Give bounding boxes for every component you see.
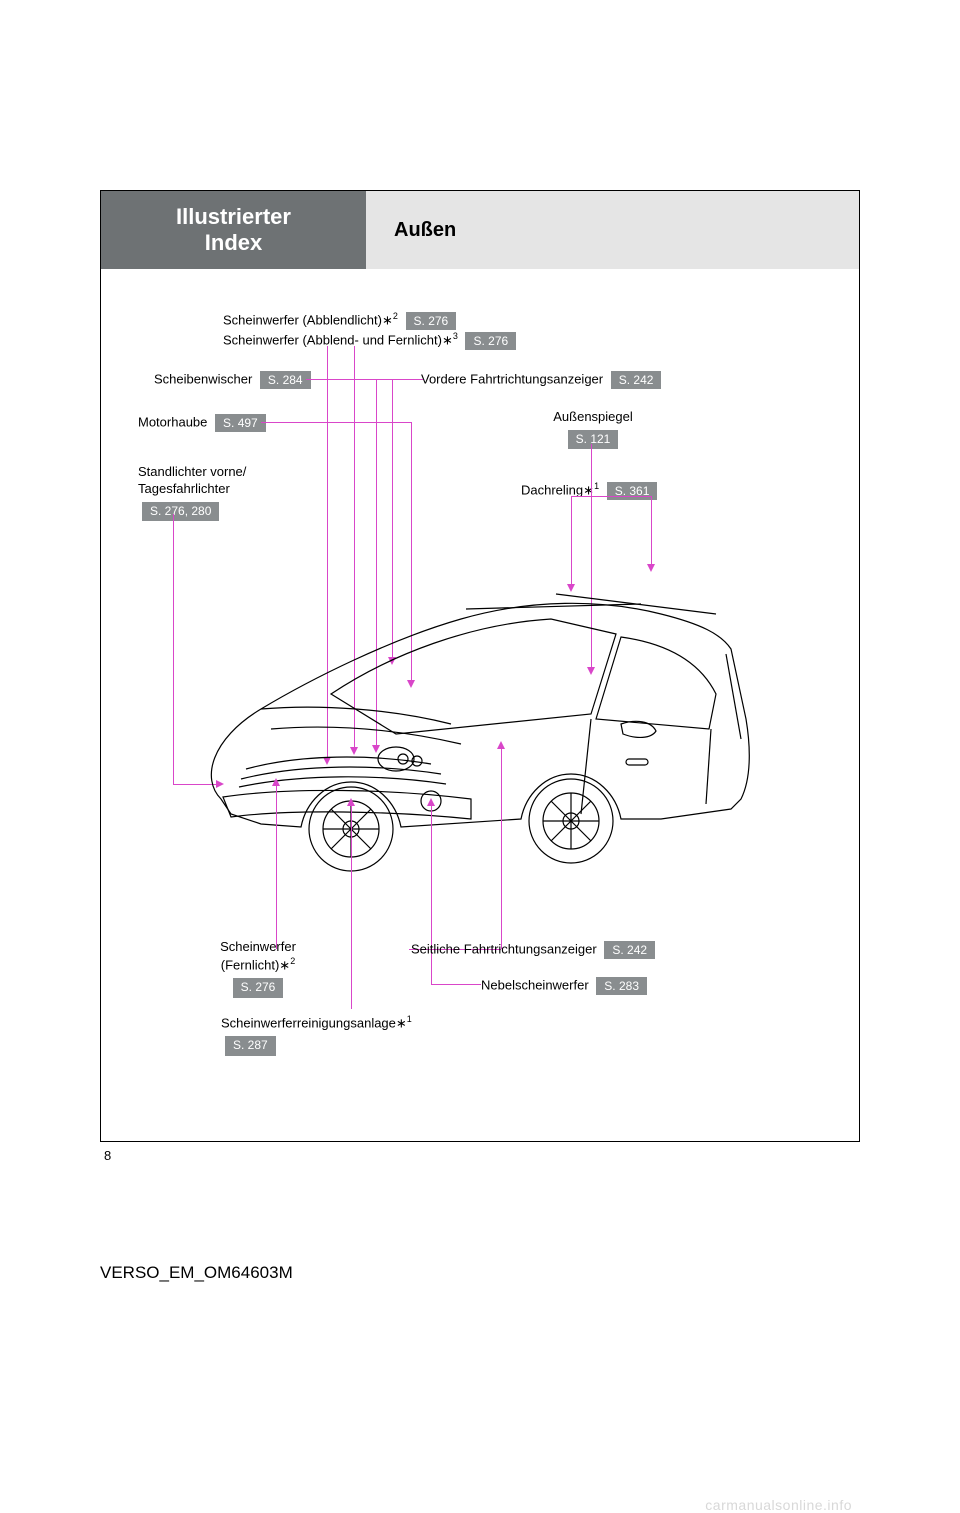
ref-nebel: S. 283 [596, 977, 647, 995]
header-title-line2: Index [205, 230, 262, 255]
header-title: Illustrierter Index [101, 191, 366, 269]
ref-standlichter: S. 276, 280 [142, 502, 219, 522]
ref-reinigung: S. 287 [225, 1036, 276, 1056]
callout-abblendlicht: Scheinwerfer (Abblendlicht)∗2 S. 276 [223, 311, 456, 330]
callout-standlichter: Standlichter vorne/ Tagesfahrlichter S. … [138, 464, 246, 521]
callout-dachreling: Dachreling∗1 S. 361 [521, 481, 657, 500]
callout-seitliche: Seitliche Fahrtrichtungsanzeiger S. 242 [411, 941, 655, 959]
header-title-line1: Illustrierter [176, 204, 291, 229]
ref-fernlicht: S. 276 [233, 978, 284, 998]
callout-motorhaube: Motorhaube S. 497 [138, 414, 266, 432]
callout-aussenspiegel: Außenspiegel S. 121 [538, 409, 648, 449]
callout-vordere-fahrtrichtung: Vordere Fahrtrichtungsanzeiger S. 242 [421, 371, 661, 389]
section-label: Außen [394, 219, 456, 242]
header-row: Illustrierter Index Außen [101, 191, 859, 269]
callout-scheibenwischer: Scheibenwischer S. 284 [154, 371, 311, 389]
ref-vordere: S. 242 [611, 371, 662, 389]
ref-seitliche: S. 242 [604, 941, 655, 959]
watermark: carmanualsonline.info [705, 1497, 852, 1513]
ref-abblendlicht: S. 276 [406, 312, 457, 330]
ref-scheibenwischer: S. 284 [260, 371, 311, 389]
header-section: Außen [366, 191, 859, 269]
page-number: 8 [104, 1148, 860, 1163]
ref-motorhaube: S. 497 [215, 414, 266, 432]
car-illustration [161, 579, 801, 919]
ref-dachreling: S. 361 [607, 482, 658, 500]
callout-fernlicht: Scheinwerfer (Fernlicht)∗2 S. 276 [198, 939, 318, 998]
callout-abblend-fernlicht: Scheinwerfer (Abblend- und Fernlicht)∗3 … [223, 331, 516, 350]
callout-reinigung: Scheinwerferreinigungsanlage∗1 S. 287 [221, 1014, 412, 1056]
footer-code: VERSO_EM_OM64603M [100, 1263, 860, 1283]
ref-abblend-fernlicht: S. 276 [465, 332, 516, 350]
callout-nebel: Nebelscheinwerfer S. 283 [481, 977, 647, 995]
ref-aussenspiegel: S. 121 [568, 430, 619, 450]
diagram-area: Scheinwerfer (Abblendlicht)∗2 S. 276 Sch… [101, 269, 859, 1141]
